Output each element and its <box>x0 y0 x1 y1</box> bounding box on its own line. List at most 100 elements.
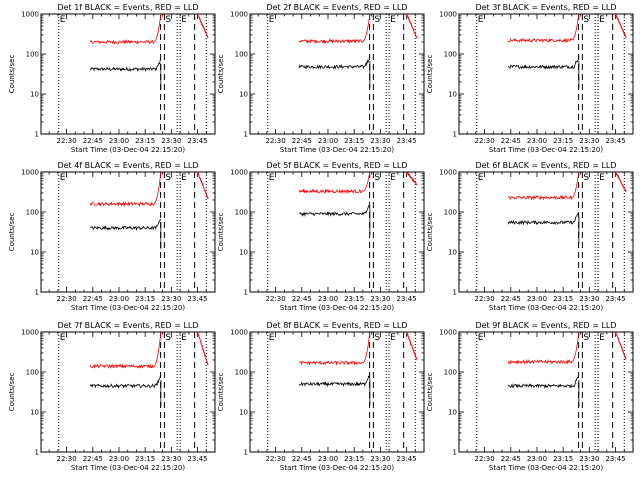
x-tick-label: 22:30 <box>475 137 495 145</box>
x-axis-label: Start Time (03-Dec-04 22:15:20) <box>280 304 394 312</box>
marker-label: S <box>165 333 171 343</box>
events-series-line <box>507 56 580 70</box>
y-tick-label: 100 <box>235 369 248 377</box>
x-tick-label: 23:00 <box>109 455 129 463</box>
lld-series-line <box>299 332 371 366</box>
x-tick-label: 23:30 <box>370 137 390 145</box>
panel-title: Det 5f BLACK = Events, RED = LLD <box>266 161 407 170</box>
marker-label: S <box>374 173 380 183</box>
panel-title: Det 7f BLACK = Events, RED = LLD <box>57 321 198 330</box>
panel-det-2: Det 2f BLACK = Events, RED = LLD 1 10 100 10… <box>217 3 425 154</box>
y-tick-label: 1000 <box>230 169 248 177</box>
panel-det-7: Det 7f BLACK = Events, RED = LLD 1 10 100 10… <box>8 321 216 472</box>
y-tick-label: 10 <box>30 409 39 417</box>
events-series-line <box>507 212 580 226</box>
x-tick-label: 23:15 <box>344 137 364 145</box>
y-tick-label: 100 <box>26 51 39 59</box>
marker-label: E <box>181 15 187 25</box>
marker-label: E <box>60 15 66 25</box>
lld-series-line <box>507 332 580 365</box>
x-tick-label: 23:45 <box>396 455 416 463</box>
panel-det-5: Det 5f BLACK = Events, RED = LLD 1 10 100 10… <box>217 161 425 312</box>
marker-label: E <box>60 333 66 343</box>
lld-series-line <box>197 14 209 39</box>
panel-det-8: Det 8f BLACK = Events, RED = LLD 1 10 100 10… <box>217 321 425 472</box>
x-tick-label: 22:30 <box>266 295 286 303</box>
lld-series-line <box>298 172 371 195</box>
panel-det-3: Det 3f BLACK = Events, RED = LLD 1 10 100 10… <box>426 3 634 154</box>
x-tick-label: 23:45 <box>605 137 625 145</box>
x-axis-label: Start Time (03-Dec-04 22:15:20) <box>489 146 603 154</box>
marker-label: E <box>478 333 484 343</box>
marker-label: S <box>583 173 589 183</box>
panel-title: Det 6f BLACK = Events, RED = LLD <box>475 161 616 170</box>
events-series-line <box>298 57 371 70</box>
panel-det-9: Det 9f BLACK = Events, RED = LLD 1 10 100 10… <box>426 321 634 472</box>
x-tick-label: 23:45 <box>396 295 416 303</box>
marker-label: S <box>374 15 380 25</box>
marker-label: E <box>60 173 66 183</box>
y-axis-label: Counts/sec <box>8 213 16 252</box>
x-tick-label: 22:45 <box>501 137 521 145</box>
x-tick-label: 23:45 <box>187 295 207 303</box>
x-tick-label: 23:00 <box>527 455 547 463</box>
y-tick-label: 1000 <box>21 11 39 19</box>
events-series-line <box>89 218 162 231</box>
x-tick-label: 22:45 <box>292 455 312 463</box>
x-axis-label: Start Time (03-Dec-04 22:15:20) <box>71 146 185 154</box>
x-tick-label: 23:00 <box>527 137 547 145</box>
x-tick-label: 23:00 <box>109 295 129 303</box>
x-tick-label: 23:45 <box>605 455 625 463</box>
plot-frame <box>40 171 216 293</box>
x-tick-label: 23:00 <box>318 137 338 145</box>
x-tick-label: 23:30 <box>370 295 390 303</box>
x-tick-label: 23:00 <box>318 455 338 463</box>
marker-label: E <box>599 173 605 183</box>
events-series-line <box>89 375 162 389</box>
y-tick-label: 1 <box>244 449 248 457</box>
marker-label: S <box>583 15 589 25</box>
panel-title: Det 1f BLACK = Events, RED = LLD <box>57 3 198 12</box>
y-tick-label: 1 <box>453 289 457 297</box>
x-tick-label: 22:45 <box>292 295 312 303</box>
x-tick-label: 22:30 <box>57 455 77 463</box>
y-axis-label: Counts/sec <box>217 373 225 412</box>
x-axis-label: Start Time (03-Dec-04 22:15:20) <box>489 304 603 312</box>
y-tick-label: 10 <box>239 91 248 99</box>
x-tick-label: 23:30 <box>161 295 181 303</box>
y-tick-label: 100 <box>26 209 39 217</box>
y-tick-label: 10 <box>448 249 457 257</box>
marker-label: E <box>181 173 187 183</box>
x-tick-label: 23:30 <box>579 295 599 303</box>
x-tick-label: 22:45 <box>83 455 103 463</box>
y-axis-label: Counts/sec <box>217 213 225 252</box>
x-axis-label: Start Time (03-Dec-04 22:15:20) <box>71 304 185 312</box>
y-tick-label: 100 <box>235 209 248 217</box>
y-tick-label: 10 <box>239 409 248 417</box>
y-tick-label: 100 <box>444 209 457 217</box>
y-tick-label: 10 <box>448 91 457 99</box>
y-axis-label: Counts/sec <box>426 373 434 412</box>
x-axis-label: Start Time (03-Dec-04 22:15:20) <box>280 146 394 154</box>
panel-det-1: Det 1f BLACK = Events, RED = LLD 1 10 100 10… <box>8 3 216 154</box>
y-tick-label: 1000 <box>21 169 39 177</box>
marker-label: E <box>478 15 484 25</box>
events-series-line <box>298 204 371 217</box>
x-axis-label: Start Time (03-Dec-04 22:15:20) <box>71 464 185 472</box>
y-tick-label: 1000 <box>439 169 457 177</box>
lld-series-line <box>507 14 580 44</box>
marker-label: E <box>269 173 275 183</box>
x-tick-label: 23:15 <box>553 455 573 463</box>
x-tick-label: 22:45 <box>501 295 521 303</box>
y-tick-label: 1 <box>453 131 457 139</box>
plot-frame <box>40 331 216 453</box>
y-tick-label: 1 <box>244 289 248 297</box>
y-tick-label: 1000 <box>230 11 248 19</box>
lld-series-line <box>89 172 162 207</box>
y-tick-label: 1000 <box>439 11 457 19</box>
y-axis-label: Counts/sec <box>426 55 434 94</box>
panel-title: Det 3f BLACK = Events, RED = LLD <box>475 3 616 12</box>
x-tick-label: 23:00 <box>318 295 338 303</box>
lld-series-line <box>615 172 627 193</box>
